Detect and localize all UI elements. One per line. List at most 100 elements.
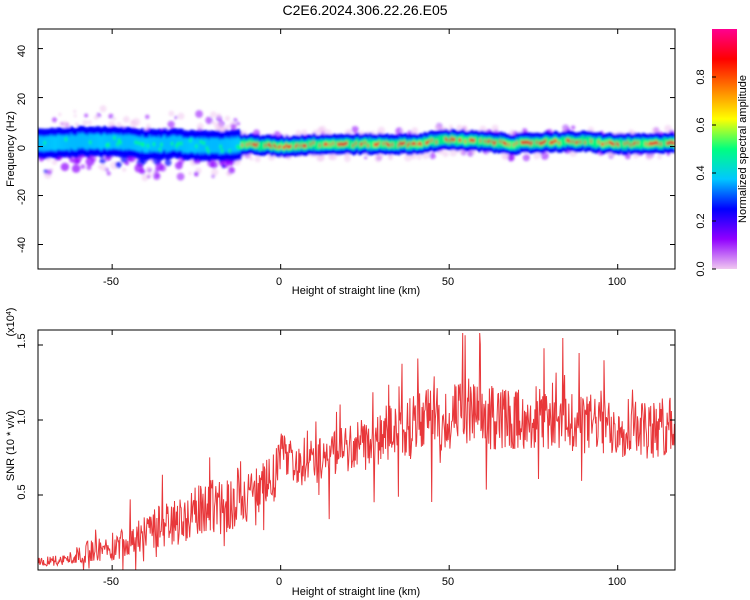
heatmap-cell <box>485 136 489 147</box>
spectrogram-tick-y-4: 40 <box>16 45 28 57</box>
snr-frame <box>37 329 676 571</box>
heatmap-cell <box>404 153 412 162</box>
heatmap-cell <box>608 140 612 145</box>
heatmap-cell <box>538 141 542 145</box>
heatmap-cell <box>421 151 430 160</box>
heatmap-cell <box>452 138 455 142</box>
heatmap-cell <box>297 141 301 152</box>
heatmap-cell <box>237 136 240 152</box>
heatmap-cell <box>412 141 416 145</box>
heatmap-cell <box>484 139 487 143</box>
colorbar: 0.0 0.2 0.4 0.6 0.8 Normalized spectral … <box>695 29 749 277</box>
heatmap-cell <box>256 142 260 146</box>
heatmap-cell <box>53 135 57 151</box>
heatmap-cell <box>327 153 335 160</box>
heatmap-cell <box>511 139 515 150</box>
heatmap-cell <box>505 142 509 146</box>
heatmap-cell <box>152 172 161 181</box>
heatmap-cell <box>364 141 367 145</box>
heatmap-cell <box>397 143 401 148</box>
heatmap-cell <box>631 139 635 149</box>
heatmap-cell <box>526 140 530 145</box>
heatmap-cell <box>155 136 158 152</box>
spectrogram-tick-x-3: 100 <box>608 276 626 288</box>
heatmap-cell <box>189 137 193 152</box>
heatmap-cell <box>637 141 640 145</box>
heatmap-cell <box>660 142 663 146</box>
heatmap-cell <box>464 139 468 144</box>
heatmap-cell <box>402 141 405 146</box>
heatmap-cell <box>656 154 663 160</box>
heatmap-cell <box>622 140 626 151</box>
heatmap-cell <box>165 138 169 153</box>
heatmap-cell <box>387 142 390 147</box>
heatmap-cell <box>71 164 81 173</box>
heatmap-cell <box>102 134 105 149</box>
heatmap-cell <box>59 121 64 126</box>
heatmap-cell <box>109 134 113 150</box>
heatmap-cell <box>396 139 400 150</box>
heatmap-cell <box>528 140 531 144</box>
heatmap-cell <box>428 139 431 144</box>
heatmap-cell <box>535 140 539 145</box>
snr-tick-x-2: 50 <box>442 576 454 588</box>
heatmap-cell <box>672 141 675 145</box>
heatmap-cell <box>43 169 48 174</box>
heatmap-cell <box>188 171 192 176</box>
heatmap-cell <box>432 137 436 148</box>
heatmap-cell <box>188 138 192 153</box>
heatmap-cell <box>315 140 319 150</box>
heatmap-cell <box>549 141 553 145</box>
heatmap-cell <box>394 139 398 150</box>
heatmap-cell <box>610 141 613 145</box>
heatmap-cell <box>506 138 510 149</box>
heatmap-cell <box>80 133 84 148</box>
heatmap-cell <box>326 142 330 147</box>
heatmap-cell <box>523 140 527 145</box>
heatmap-cell <box>666 141 669 145</box>
heatmap-cell <box>482 137 486 147</box>
heatmap-cell <box>471 150 476 155</box>
heatmap-cell <box>607 138 610 148</box>
heatmap-cell <box>73 114 77 118</box>
heatmap-cell <box>481 135 484 146</box>
heatmap-cell <box>200 137 204 152</box>
heatmap-cell <box>99 157 106 165</box>
heatmap-cell <box>320 138 324 149</box>
colorbar-gradient <box>712 29 737 269</box>
heatmap-cell <box>277 145 281 150</box>
heatmap-cell <box>205 116 213 125</box>
heatmap-cell <box>537 137 541 148</box>
heatmap-cell <box>364 156 368 160</box>
heatmap-cell <box>202 139 205 154</box>
heatmap-cell <box>334 139 337 150</box>
heatmap-cell <box>210 161 218 169</box>
heatmap-cell <box>211 137 215 153</box>
colorbar-tick-2: 0.4 <box>695 165 707 180</box>
heatmap-cell <box>596 137 600 148</box>
heatmap-cell <box>86 165 92 171</box>
snr-tick-y-0: 0.5 <box>16 484 28 499</box>
heatmap-cell <box>422 138 425 149</box>
heatmap-cell <box>309 142 313 147</box>
heatmap-cell <box>221 164 226 169</box>
heatmap-cell <box>543 140 546 144</box>
heatmap-cell <box>416 155 422 160</box>
heatmap-cell <box>303 144 307 148</box>
heatmap-cell <box>638 139 642 149</box>
heatmap-cell <box>199 139 202 155</box>
heatmap-cell <box>648 142 651 147</box>
heatmap-cell <box>619 138 622 149</box>
heatmap-cell <box>513 143 516 147</box>
heatmap-cell <box>62 121 71 130</box>
heatmap-cell <box>259 141 263 152</box>
heatmap-cell <box>415 139 419 150</box>
heatmap-cell <box>146 123 151 129</box>
heatmap-cell <box>285 143 289 147</box>
heatmap-cell <box>365 138 369 149</box>
heatmap-cell <box>250 138 254 148</box>
heatmap-cell <box>604 138 607 149</box>
heatmap-cell <box>358 140 362 151</box>
heatmap-cell <box>295 129 302 137</box>
heatmap-cell <box>150 137 154 153</box>
